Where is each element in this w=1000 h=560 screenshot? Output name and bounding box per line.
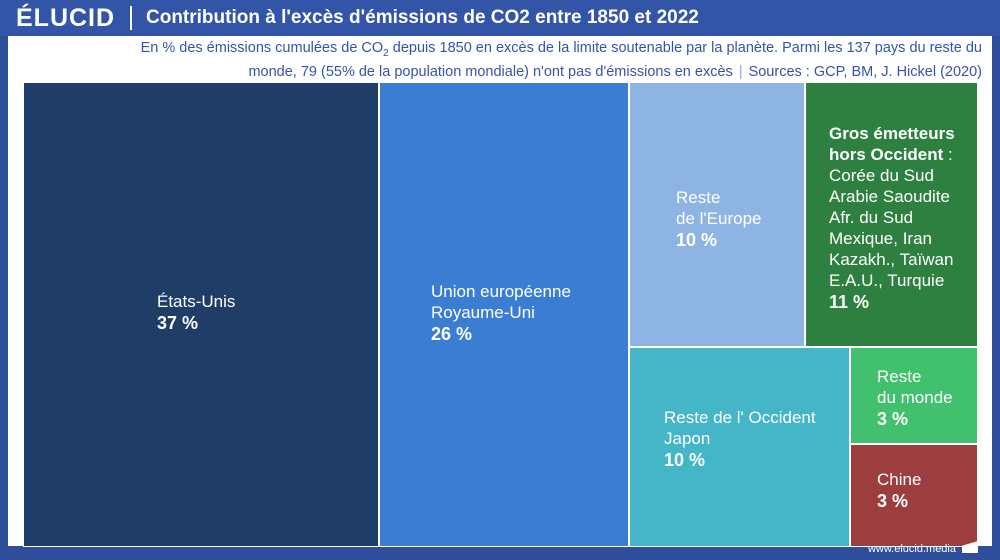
- tile-label: Reste de l' Occident Japon: [664, 408, 816, 448]
- chart-panel: En % des émissions cumulées de CO2 depui…: [8, 36, 992, 547]
- subtitle-subscript: 2: [383, 47, 389, 59]
- tile-label: Reste du monde: [877, 367, 953, 407]
- brand-logo: ÉLUCID: [16, 4, 116, 32]
- treemap-tile-chine: Chine 3 %: [850, 444, 978, 547]
- tile-label-bold: Gros émetteurs hors Occident: [829, 124, 955, 164]
- chart-subtitle: En % des émissions cumulées de CO2 depui…: [102, 39, 982, 81]
- treemap-tile-etats-unis: États-Unis 37 %: [23, 82, 379, 547]
- tile-value: 37 %: [157, 313, 199, 333]
- logo-divider: [130, 6, 132, 30]
- subtitle-text-before: En % des émissions cumulées de CO: [140, 40, 384, 56]
- tile-value: 3 %: [877, 491, 909, 511]
- tile-label: Chine: [877, 470, 922, 489]
- treemap-tile-reste-europe: Reste de l'Europe 10 %: [629, 82, 805, 347]
- footer-url: www.elucid.media: [867, 543, 956, 555]
- tile-label-rest: : Corée du Sud Arabie Saoudite Afr. du S…: [829, 145, 954, 290]
- tile-value: 10 %: [676, 230, 718, 250]
- treemap-tile-gros-emetteurs: Gros émetteurs hors Occident : Corée du …: [805, 82, 978, 347]
- subtitle-text-after: depuis 1850 en excès de la limite souten…: [248, 40, 982, 80]
- tile-value: 11 %: [829, 292, 870, 312]
- treemap-tile-reste-occident: Reste de l' Occident Japon 10 %: [629, 347, 850, 547]
- subtitle-separator: |: [738, 63, 743, 80]
- tile-label: Gros émetteurs hors Occident : Corée du …: [829, 123, 977, 291]
- treemap-tile-union-europeenne: Union européenne Royaume-Uni 26 %: [379, 82, 629, 547]
- header-bar: ÉLUCID Contribution à l'excès d'émission…: [0, 0, 1000, 36]
- chart-title: Contribution à l'excès d'émissions de CO…: [146, 7, 699, 28]
- subtitle-sources: Sources : GCP, BM, J. Hickel (2020): [748, 63, 982, 80]
- tile-value: 3 %: [877, 409, 909, 429]
- treemap-tile-reste-du-monde: Reste du monde 3 %: [850, 347, 978, 444]
- tile-value: 26 %: [431, 324, 473, 344]
- tile-value: 10 %: [664, 450, 706, 470]
- tile-label: États-Unis: [157, 292, 236, 311]
- tile-label: Union européenne Royaume-Uni: [431, 282, 571, 322]
- tile-label: Reste de l'Europe: [676, 188, 762, 228]
